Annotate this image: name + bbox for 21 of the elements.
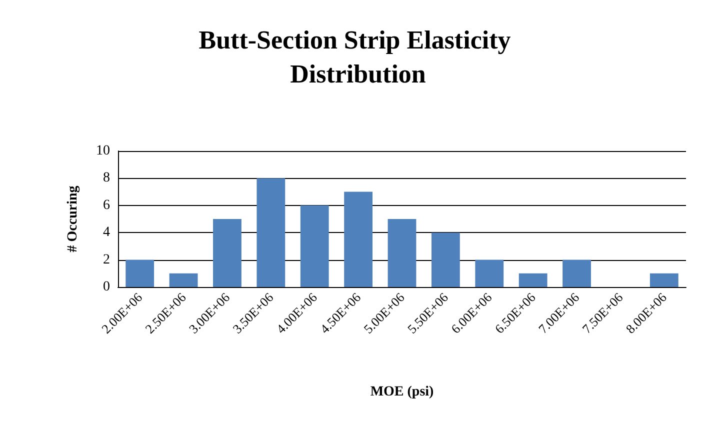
bar: [344, 192, 373, 287]
bar: [562, 260, 591, 287]
bar: [518, 273, 548, 287]
bar: [213, 219, 242, 287]
bar: [256, 178, 286, 287]
y-tick-label: 4: [103, 225, 110, 240]
bar: [431, 232, 460, 287]
bar: [300, 205, 329, 287]
bar: [169, 273, 198, 287]
chart-title: Butt-Section Strip Elasticity Distribution: [198, 26, 518, 88]
y-tick-label: 2: [103, 252, 110, 268]
bar: [126, 260, 154, 287]
y-tick-label: 6: [103, 198, 110, 213]
x-axis-title: MOE (psi): [370, 384, 434, 400]
y-tick-label: 10: [96, 144, 110, 158]
bar: [650, 273, 678, 287]
y-axis-title: # Occuring: [66, 186, 80, 252]
y-tick-label: 0: [103, 280, 110, 294]
y-tick-label: 8: [103, 170, 110, 186]
bar: [388, 219, 416, 287]
bar: [475, 260, 504, 287]
